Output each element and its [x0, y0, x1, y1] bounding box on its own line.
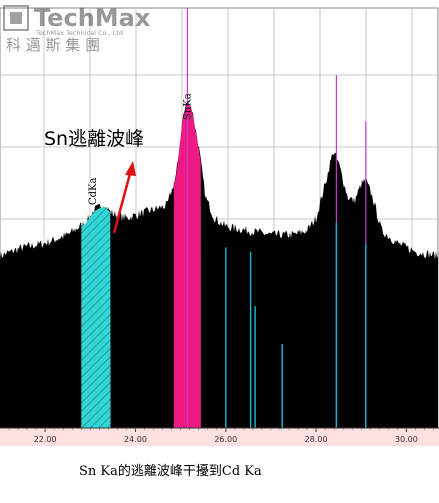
logo-subtitle: TechMax Technical Co., Ltd [35, 29, 123, 37]
logo-chinese: 科 邁 斯 集 團 [6, 36, 100, 54]
annotation-arrow-shaft [112, 169, 133, 234]
x-axis-ticks: 22.00 24.00 26.00 28.00 30.00 [8, 428, 434, 444]
logo-brand: TechMax [34, 4, 151, 32]
annotation-arrow-head-icon [125, 161, 136, 176]
logo-inner-icon [10, 12, 22, 24]
element-markers: CdKa SnKa [88, 8, 367, 428]
x-tick-label: 22.00 [34, 435, 57, 444]
x-tick-label: 28.00 [305, 435, 328, 444]
element-label-cdka: CdKa [88, 177, 99, 205]
x-tick-label: 24.00 [124, 435, 147, 444]
figure-caption: Sn Ka的逃離波峰干擾到Cd Ka [79, 463, 262, 479]
x-axis-band [0, 428, 439, 446]
x-tick-label: 30.00 [395, 435, 418, 444]
x-tick-label: 26.00 [214, 435, 237, 444]
techmax-logo: TechMax TechMax Technical Co., Ltd 科 邁 斯… [3, 4, 151, 54]
logo-square-icon [3, 5, 29, 31]
region-cdka [81, 206, 111, 428]
escape-peak-annotation: Sn逃離波峰 [44, 128, 144, 150]
element-label-snka: SnKa [182, 93, 193, 120]
